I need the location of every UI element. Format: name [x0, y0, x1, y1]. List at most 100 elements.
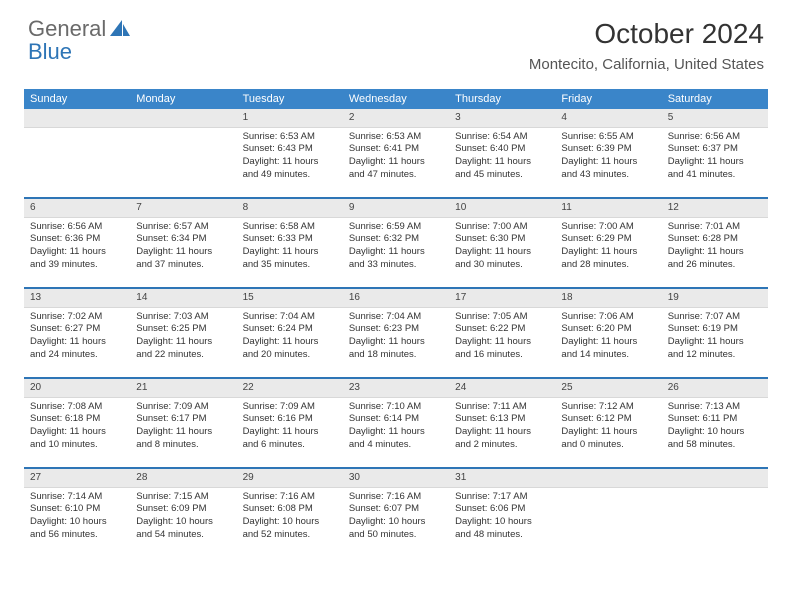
- sunrise-text: Sunrise: 6:54 AM: [455, 131, 549, 144]
- daylight-text: Daylight: 10 hours and 48 minutes.: [455, 516, 549, 542]
- sunrise-text: Sunrise: 6:55 AM: [561, 131, 655, 144]
- day-cell: 23Sunrise: 7:10 AMSunset: 6:14 PMDayligh…: [343, 379, 449, 467]
- daylight-text: Daylight: 11 hours and 8 minutes.: [136, 426, 230, 452]
- sunrise-text: Sunrise: 7:13 AM: [668, 401, 762, 414]
- daylight-text: Daylight: 11 hours and 49 minutes.: [243, 156, 337, 182]
- page-title: October 2024: [529, 18, 764, 50]
- day-number: [130, 109, 236, 128]
- title-block: October 2024 Montecito, California, Unit…: [529, 18, 764, 73]
- daylight-text: Daylight: 11 hours and 0 minutes.: [561, 426, 655, 452]
- day-number: 22: [237, 379, 343, 398]
- day-cell: 3Sunrise: 6:54 AMSunset: 6:40 PMDaylight…: [449, 109, 555, 197]
- daylight-text: Daylight: 11 hours and 30 minutes.: [455, 246, 549, 272]
- day-body: Sunrise: 7:03 AMSunset: 6:25 PMDaylight:…: [130, 308, 236, 366]
- day-header: Friday: [555, 89, 661, 109]
- day-cell: 16Sunrise: 7:04 AMSunset: 6:23 PMDayligh…: [343, 289, 449, 377]
- daylight-text: Daylight: 10 hours and 56 minutes.: [30, 516, 124, 542]
- day-body: Sunrise: 7:00 AMSunset: 6:29 PMDaylight:…: [555, 218, 661, 276]
- logo: General Blue: [28, 18, 130, 64]
- sunset-text: Sunset: 6:08 PM: [243, 503, 337, 516]
- day-cell: 11Sunrise: 7:00 AMSunset: 6:29 PMDayligh…: [555, 199, 661, 287]
- daylight-text: Daylight: 11 hours and 14 minutes.: [561, 336, 655, 362]
- sunset-text: Sunset: 6:13 PM: [455, 413, 549, 426]
- day-body: Sunrise: 7:09 AMSunset: 6:16 PMDaylight:…: [237, 398, 343, 456]
- sunrise-text: Sunrise: 7:08 AM: [30, 401, 124, 414]
- day-body: Sunrise: 7:05 AMSunset: 6:22 PMDaylight:…: [449, 308, 555, 366]
- sunrise-text: Sunrise: 7:14 AM: [30, 491, 124, 504]
- day-cell: 26Sunrise: 7:13 AMSunset: 6:11 PMDayligh…: [662, 379, 768, 467]
- sunrise-text: Sunrise: 7:03 AM: [136, 311, 230, 324]
- day-body: Sunrise: 7:06 AMSunset: 6:20 PMDaylight:…: [555, 308, 661, 366]
- day-body: Sunrise: 6:56 AMSunset: 6:37 PMDaylight:…: [662, 128, 768, 186]
- day-number: 10: [449, 199, 555, 218]
- daylight-text: Daylight: 11 hours and 20 minutes.: [243, 336, 337, 362]
- day-number: 16: [343, 289, 449, 308]
- day-number: [555, 469, 661, 488]
- day-body: Sunrise: 6:56 AMSunset: 6:36 PMDaylight:…: [24, 218, 130, 276]
- day-body: Sunrise: 6:57 AMSunset: 6:34 PMDaylight:…: [130, 218, 236, 276]
- daylight-text: Daylight: 10 hours and 54 minutes.: [136, 516, 230, 542]
- week-row: 6Sunrise: 6:56 AMSunset: 6:36 PMDaylight…: [24, 197, 768, 287]
- day-cell: 12Sunrise: 7:01 AMSunset: 6:28 PMDayligh…: [662, 199, 768, 287]
- day-header: Saturday: [662, 89, 768, 109]
- sunrise-text: Sunrise: 6:57 AM: [136, 221, 230, 234]
- sunrise-text: Sunrise: 7:16 AM: [243, 491, 337, 504]
- sunset-text: Sunset: 6:24 PM: [243, 323, 337, 336]
- sunset-text: Sunset: 6:36 PM: [30, 233, 124, 246]
- sunset-text: Sunset: 6:30 PM: [455, 233, 549, 246]
- sunrise-text: Sunrise: 7:00 AM: [455, 221, 549, 234]
- sunrise-text: Sunrise: 6:59 AM: [349, 221, 443, 234]
- sunset-text: Sunset: 6:33 PM: [243, 233, 337, 246]
- day-header: Tuesday: [237, 89, 343, 109]
- sunrise-text: Sunrise: 7:09 AM: [136, 401, 230, 414]
- day-cell: 22Sunrise: 7:09 AMSunset: 6:16 PMDayligh…: [237, 379, 343, 467]
- sunrise-text: Sunrise: 7:15 AM: [136, 491, 230, 504]
- day-cell: 28Sunrise: 7:15 AMSunset: 6:09 PMDayligh…: [130, 469, 236, 557]
- daylight-text: Daylight: 11 hours and 28 minutes.: [561, 246, 655, 272]
- sunset-text: Sunset: 6:12 PM: [561, 413, 655, 426]
- week-row: 1Sunrise: 6:53 AMSunset: 6:43 PMDaylight…: [24, 109, 768, 197]
- day-number: 6: [24, 199, 130, 218]
- sunset-text: Sunset: 6:22 PM: [455, 323, 549, 336]
- day-cell: 9Sunrise: 6:59 AMSunset: 6:32 PMDaylight…: [343, 199, 449, 287]
- day-body: Sunrise: 6:53 AMSunset: 6:41 PMDaylight:…: [343, 128, 449, 186]
- daylight-text: Daylight: 11 hours and 35 minutes.: [243, 246, 337, 272]
- week-row: 27Sunrise: 7:14 AMSunset: 6:10 PMDayligh…: [24, 467, 768, 557]
- day-number: 7: [130, 199, 236, 218]
- sunrise-text: Sunrise: 7:12 AM: [561, 401, 655, 414]
- day-cell: 21Sunrise: 7:09 AMSunset: 6:17 PMDayligh…: [130, 379, 236, 467]
- day-body: Sunrise: 7:02 AMSunset: 6:27 PMDaylight:…: [24, 308, 130, 366]
- day-cell: 8Sunrise: 6:58 AMSunset: 6:33 PMDaylight…: [237, 199, 343, 287]
- day-cell: [662, 469, 768, 557]
- weeks-container: 1Sunrise: 6:53 AMSunset: 6:43 PMDaylight…: [24, 109, 768, 557]
- day-cell: [555, 469, 661, 557]
- daylight-text: Daylight: 11 hours and 26 minutes.: [668, 246, 762, 272]
- day-body: Sunrise: 7:08 AMSunset: 6:18 PMDaylight:…: [24, 398, 130, 456]
- day-cell: [130, 109, 236, 197]
- sunset-text: Sunset: 6:25 PM: [136, 323, 230, 336]
- day-body: Sunrise: 7:12 AMSunset: 6:12 PMDaylight:…: [555, 398, 661, 456]
- day-body: Sunrise: 7:13 AMSunset: 6:11 PMDaylight:…: [662, 398, 768, 456]
- day-number: 5: [662, 109, 768, 128]
- sunrise-text: Sunrise: 6:58 AM: [243, 221, 337, 234]
- sunrise-text: Sunrise: 7:01 AM: [668, 221, 762, 234]
- calendar: SundayMondayTuesdayWednesdayThursdayFrid…: [24, 89, 768, 557]
- day-body: Sunrise: 7:16 AMSunset: 6:08 PMDaylight:…: [237, 488, 343, 546]
- day-cell: 19Sunrise: 7:07 AMSunset: 6:19 PMDayligh…: [662, 289, 768, 377]
- day-body: Sunrise: 7:16 AMSunset: 6:07 PMDaylight:…: [343, 488, 449, 546]
- day-body: Sunrise: 7:00 AMSunset: 6:30 PMDaylight:…: [449, 218, 555, 276]
- daylight-text: Daylight: 11 hours and 41 minutes.: [668, 156, 762, 182]
- sunset-text: Sunset: 6:19 PM: [668, 323, 762, 336]
- daylight-text: Daylight: 11 hours and 18 minutes.: [349, 336, 443, 362]
- day-body: Sunrise: 7:07 AMSunset: 6:19 PMDaylight:…: [662, 308, 768, 366]
- sunset-text: Sunset: 6:17 PM: [136, 413, 230, 426]
- day-number: 23: [343, 379, 449, 398]
- sunset-text: Sunset: 6:37 PM: [668, 143, 762, 156]
- sunrise-text: Sunrise: 7:02 AM: [30, 311, 124, 324]
- daylight-text: Daylight: 11 hours and 4 minutes.: [349, 426, 443, 452]
- sunset-text: Sunset: 6:34 PM: [136, 233, 230, 246]
- header: General Blue October 2024 Montecito, Cal…: [0, 0, 792, 81]
- daylight-text: Daylight: 11 hours and 16 minutes.: [455, 336, 549, 362]
- day-number: 13: [24, 289, 130, 308]
- daylight-text: Daylight: 11 hours and 10 minutes.: [30, 426, 124, 452]
